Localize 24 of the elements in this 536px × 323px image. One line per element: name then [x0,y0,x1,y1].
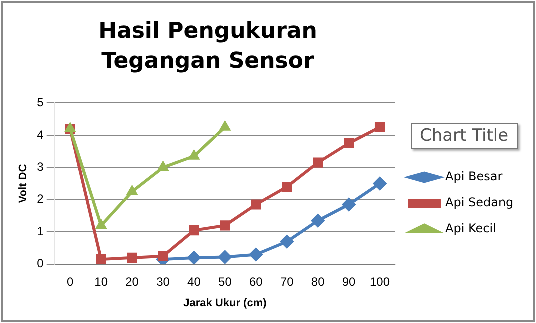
x-tick-label: 30 [156,274,170,289]
y-tick-label: 5 [37,96,44,110]
legend-label: Api Sedang [446,196,514,210]
x-tick-label: 60 [249,274,264,289]
legend-label: Api Besar [446,170,503,184]
y-tick-label: 2 [37,192,44,206]
legend-label: Api Kecil [446,222,496,236]
text: Chart Title [411,123,518,149]
x-tick-label: 10 [94,274,108,289]
x-tick-label: 80 [311,274,326,289]
y-tick-label: 3 [37,160,44,174]
x-axis-title: Jarak Ukur (cm) [184,297,268,310]
x-tick-label: 90 [342,274,356,289]
x-tick-label: 50 [218,274,232,289]
y-tick-label: 1 [37,224,44,238]
y-tick-label: 4 [37,128,44,142]
y-axis-title: Volt DC [18,164,30,204]
x-tick-label: 40 [188,274,202,289]
chart-title: Hasil Pengukuran Tegangan Sensor [98,18,318,76]
y-tick-label: 0 [37,256,44,271]
x-tick-label: 70 [280,274,294,289]
x-tick-label: 20 [126,274,140,289]
x-tick-label: 100 [370,274,390,289]
x-tick-label: 0 [67,274,74,289]
